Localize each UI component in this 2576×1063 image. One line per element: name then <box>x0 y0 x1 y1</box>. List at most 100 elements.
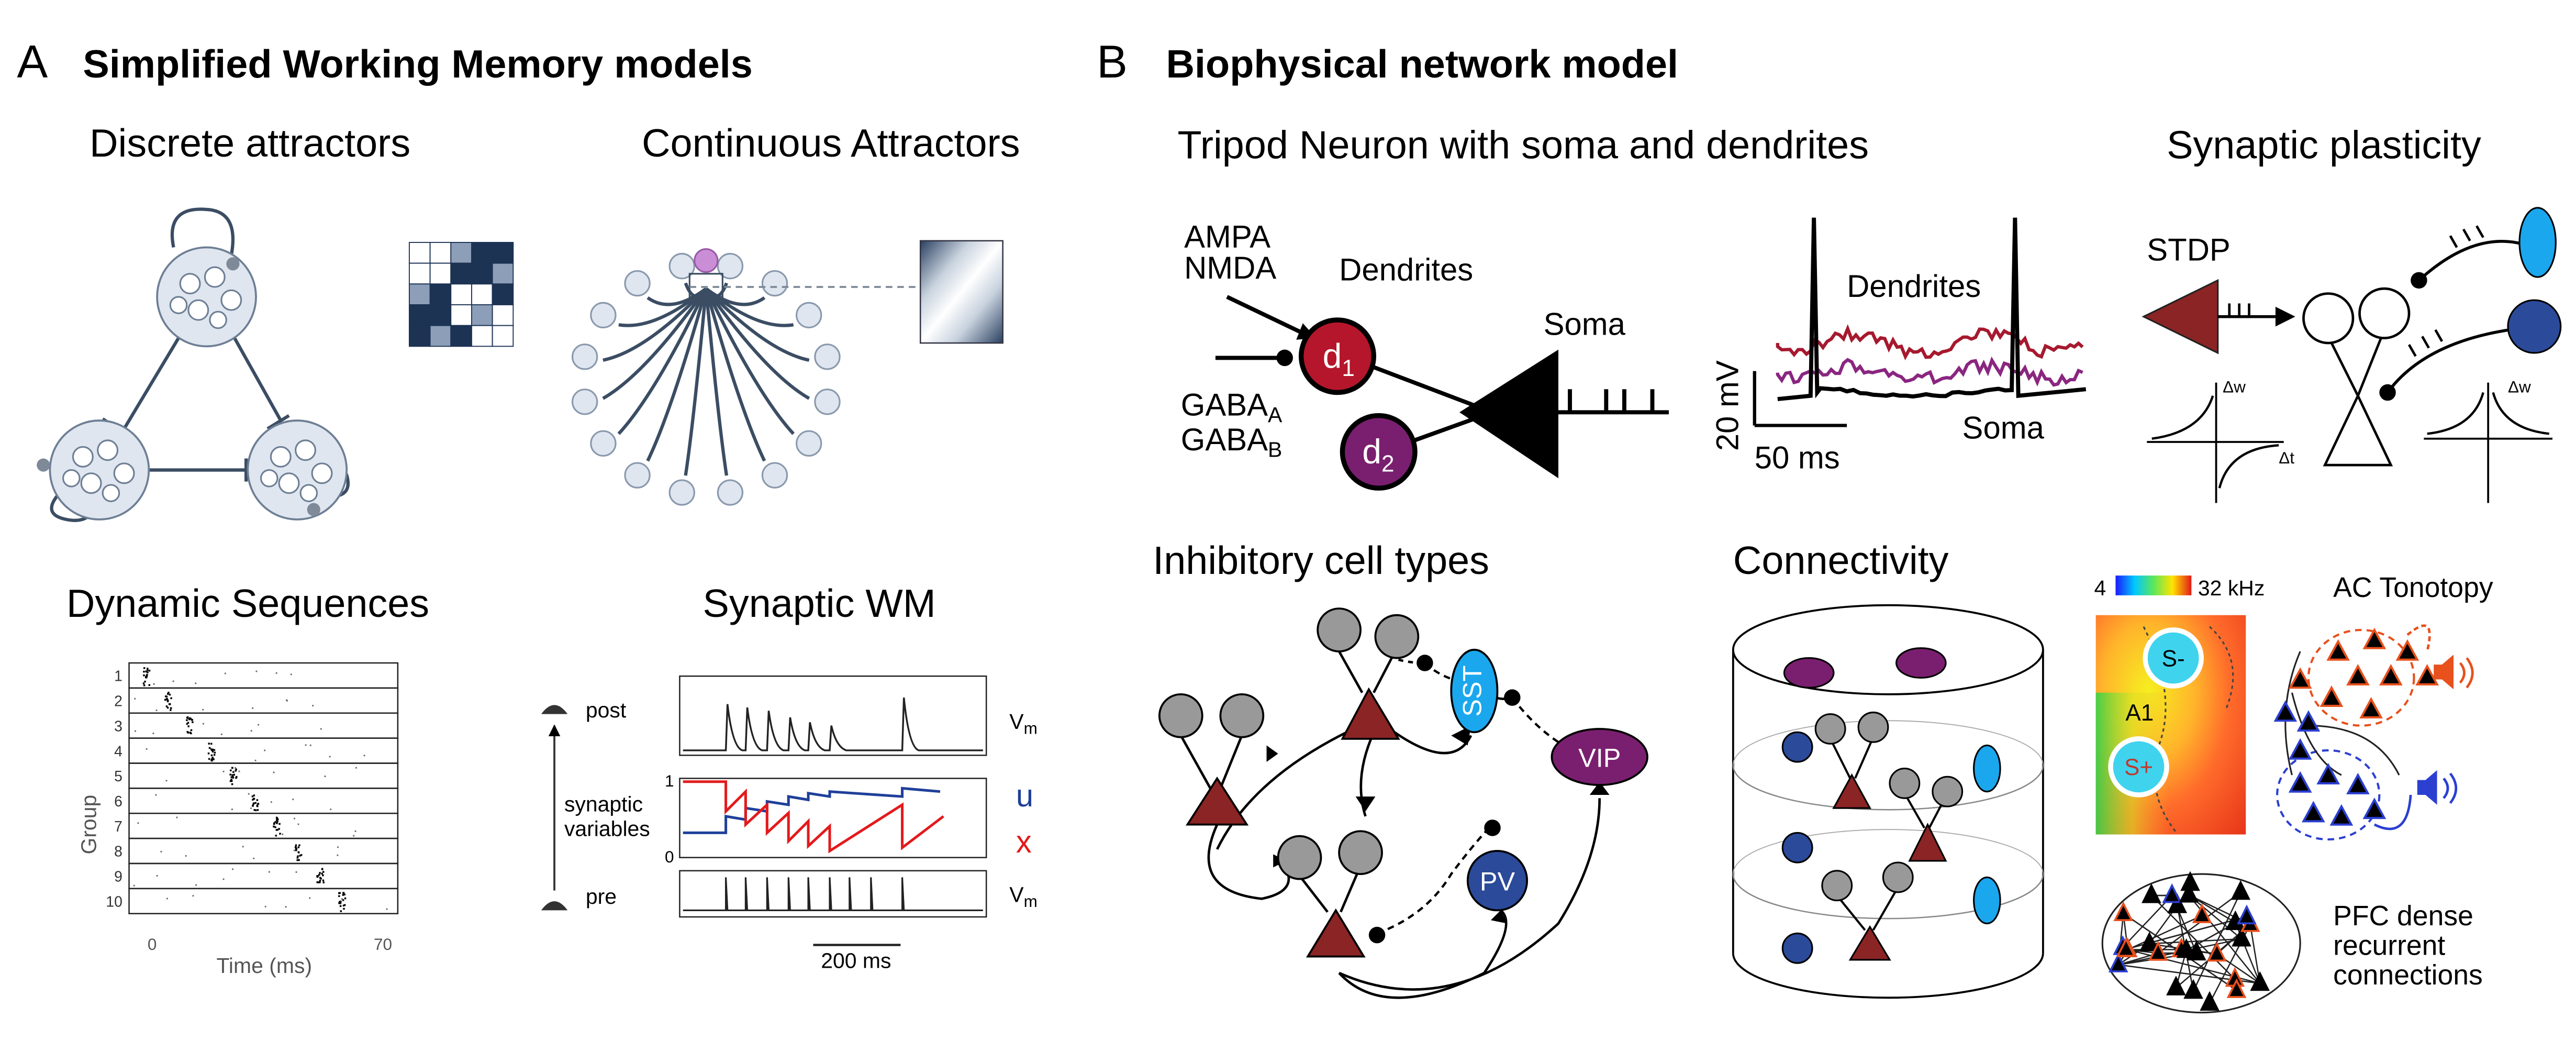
raster-group-row <box>129 713 398 738</box>
raster-noise <box>294 818 295 820</box>
raster-noise <box>269 871 270 873</box>
speaker-icon-orange <box>2434 665 2442 679</box>
raster-spike <box>230 780 231 782</box>
raster-group-label: 3 <box>114 718 122 735</box>
vip-label: VIP <box>1578 743 1621 772</box>
ring-node <box>797 431 821 456</box>
matrix-cell <box>451 242 472 263</box>
raster-spike <box>322 881 324 883</box>
raster-noise <box>160 851 162 852</box>
ring-node <box>573 390 597 414</box>
blue-assembly-neuron <box>2332 806 2351 825</box>
raster-spike <box>300 854 302 856</box>
plasticity-pv-cell <box>2508 300 2561 353</box>
orange-assembly-neuron <box>2381 666 2401 684</box>
raster-spike <box>149 670 150 671</box>
raster-noise <box>305 744 307 746</box>
panel-a-title: Simplified Working Memory models <box>83 42 752 86</box>
matrix-cell <box>493 242 514 263</box>
tonotopy-networks <box>2276 626 2472 839</box>
raster-spike <box>277 818 278 820</box>
raster-noise <box>386 909 388 910</box>
raster-spike <box>235 768 237 770</box>
raster-spike <box>170 707 172 709</box>
raster-spike <box>211 757 213 758</box>
raster-spike <box>321 868 323 870</box>
raster-spike <box>320 878 322 879</box>
inhibitory-title: Inhibitory cell types <box>1153 539 1489 583</box>
matrix-cell <box>430 326 451 347</box>
orange-assembly-neuron <box>2348 666 2368 684</box>
ring-node <box>625 271 650 295</box>
raster-spike <box>229 774 231 776</box>
blue-assembly-neuron <box>2318 765 2338 783</box>
matrix-cell <box>493 284 514 305</box>
raster-noise <box>337 846 339 848</box>
raster-group-label: 8 <box>114 844 122 860</box>
orange-assembly-neuron <box>2328 641 2348 660</box>
discrete-edge-top-left <box>124 338 179 429</box>
trace-soma-label: Soma <box>1962 411 2045 446</box>
tripod-voltage-traces: 20 mV 50 ms Dendrites Soma <box>1710 218 2086 475</box>
raster-noise <box>133 885 135 887</box>
raster-noise <box>265 906 266 907</box>
raster-ylabel: Group <box>77 795 101 855</box>
ring-node <box>815 345 840 369</box>
raster-spike <box>255 802 257 804</box>
raster-spike <box>143 674 144 676</box>
matrix-cell <box>472 242 493 263</box>
raster-spike <box>253 794 255 796</box>
raster-spike <box>170 697 172 699</box>
raster-spike <box>317 881 319 883</box>
raster-noise <box>251 730 252 732</box>
raster-spike <box>275 835 277 836</box>
pre-neuron-icon <box>541 901 567 910</box>
raster-noise <box>248 793 250 795</box>
discrete-weight-matrix <box>409 242 513 346</box>
raster-spike <box>214 751 216 753</box>
raster-noise <box>252 707 253 709</box>
tonotopy-colorbar <box>2115 575 2191 595</box>
raster-group-label: 2 <box>114 693 122 710</box>
u-label: u <box>1016 778 1033 813</box>
ring-node <box>718 254 742 279</box>
plasticity-title: Synaptic plasticity <box>2167 123 2481 167</box>
raster-noise <box>286 700 288 702</box>
matrix-cell <box>430 263 451 284</box>
raster-spike <box>208 758 210 760</box>
orange-assembly-neuron <box>2361 699 2381 717</box>
pfc-neuron <box>2185 981 2201 998</box>
tonotopy-scale-low: 4 <box>2094 576 2106 600</box>
raster-noise <box>256 671 258 672</box>
raster-spike <box>188 718 190 720</box>
synvar-y0: 0 <box>665 847 674 866</box>
raster-group-row <box>129 838 398 863</box>
blue-assembly-neuron <box>2348 775 2368 793</box>
raster-noise <box>353 835 354 837</box>
raster-spike <box>278 823 280 825</box>
raster-spike <box>144 681 146 682</box>
panel-b-title: Biophysical network model <box>1166 42 1678 86</box>
pfc-neuron <box>2238 907 2255 923</box>
discrete-edge-top-right <box>235 338 281 420</box>
raster-group-label: 6 <box>114 793 122 810</box>
raster-spike <box>214 754 215 756</box>
raster-spike <box>187 722 189 723</box>
raster-spike <box>192 721 193 723</box>
raster-noise <box>282 834 283 835</box>
pv-label: PV <box>1480 867 1515 896</box>
raster-noise <box>364 755 365 756</box>
raster-noise <box>258 724 259 726</box>
raster-noise <box>264 750 265 751</box>
pfc-connection <box>2189 895 2260 983</box>
panel-a-letter: A <box>17 36 48 87</box>
post-trace <box>683 697 983 750</box>
raster-noise <box>157 875 158 877</box>
s-plus-label: S+ <box>2124 755 2153 780</box>
raster-noise <box>173 681 174 682</box>
vm-post-label: Vm <box>1009 710 1038 737</box>
tripod-title: Tripod Neuron with soma and dendrites <box>1177 123 1869 167</box>
raster-noise <box>310 745 311 746</box>
raster-noise <box>176 817 178 818</box>
